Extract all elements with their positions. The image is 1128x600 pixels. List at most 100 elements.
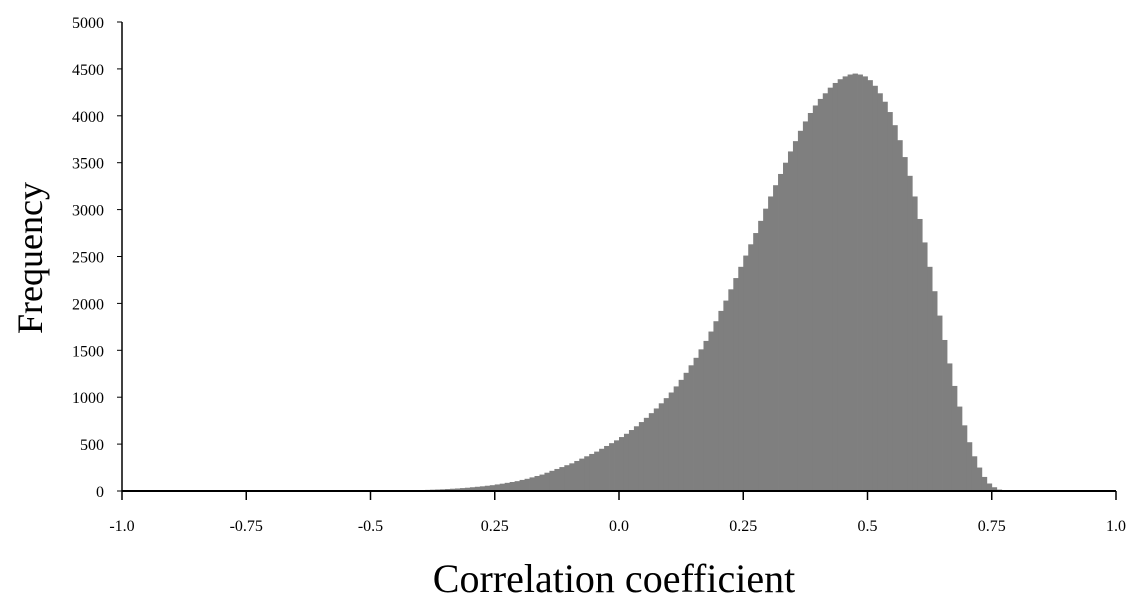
- histogram-bar: [783, 162, 789, 491]
- histogram-bar: [584, 456, 590, 491]
- y-tick-label: 3500: [72, 156, 104, 173]
- histogram-bar: [733, 278, 739, 491]
- histogram-bar: [802, 121, 809, 492]
- histogram-bar: [559, 467, 565, 491]
- histogram-bar: [718, 310, 724, 491]
- histogram-bar: [981, 476, 988, 491]
- histogram-bar: [758, 220, 764, 492]
- histogram-bar: [599, 448, 605, 491]
- histogram-bar: [942, 339, 948, 491]
- histogram-bar: [459, 488, 466, 491]
- histogram-bar: [534, 475, 540, 491]
- histogram-bar: [529, 477, 535, 491]
- y-tick-label: 1000: [72, 390, 104, 407]
- histogram-bar: [867, 80, 873, 491]
- histogram-bar: [991, 487, 998, 491]
- histogram-bar: [673, 386, 680, 491]
- histogram-bar: [912, 196, 918, 491]
- histogram-bar: [648, 413, 655, 491]
- histogram-bar: [748, 244, 754, 491]
- histogram-bar: [484, 485, 491, 491]
- histogram-bars: [370, 73, 1008, 492]
- histogram-bar: [494, 484, 501, 491]
- histogram-bar: [862, 76, 868, 492]
- histogram-bar: [499, 483, 506, 491]
- histogram-bar: [961, 425, 968, 491]
- histogram-bar: [539, 474, 545, 491]
- histogram-bar: [519, 479, 525, 491]
- y-tick-label: 3000: [72, 203, 104, 220]
- histogram-bar: [966, 442, 973, 491]
- x-tick-label: -0.75: [230, 518, 263, 535]
- histogram-bar: [509, 482, 516, 491]
- histogram-bar: [842, 76, 849, 492]
- histogram-bar: [812, 105, 819, 491]
- histogram-bar: [678, 379, 685, 491]
- y-tick-label: 1500: [72, 343, 104, 360]
- histogram-bar: [569, 463, 575, 491]
- y-tick-label: 2000: [72, 296, 104, 313]
- histogram-bar: [489, 485, 496, 491]
- histogram-bar: [693, 357, 699, 491]
- histogram-bar: [902, 157, 908, 491]
- histogram-bar: [703, 340, 709, 491]
- histogram-bar: [743, 255, 749, 491]
- histogram-bar: [956, 406, 963, 491]
- histogram-bar: [614, 440, 620, 491]
- histogram-bar: [837, 79, 844, 491]
- histogram-bar: [450, 488, 456, 491]
- y-tick-label: 2500: [72, 250, 104, 267]
- histogram-bar: [907, 175, 913, 491]
- histogram-bar: [847, 74, 853, 491]
- histogram-bar: [589, 453, 595, 491]
- histogram-bar: [773, 185, 779, 491]
- x-tick-label: -0.5: [358, 518, 383, 535]
- histogram-bar: [753, 233, 759, 492]
- histogram-bar: [628, 430, 635, 491]
- histogram-bar: [544, 472, 550, 491]
- histogram-bar: [474, 486, 481, 491]
- histogram-bar: [723, 300, 729, 491]
- y-axis-title: Frequency: [10, 182, 50, 334]
- y-axis: 0 500 1000 1500 2000 2500 3000 3500 4000 4500 5000: [72, 15, 123, 501]
- histogram-bar: [882, 101, 888, 491]
- histogram-bar: [623, 433, 630, 491]
- histogram-bar: [594, 451, 600, 491]
- histogram-bar: [564, 465, 570, 491]
- histogram-bar: [877, 93, 883, 491]
- histogram-bar: [708, 331, 714, 491]
- histogram-bar: [638, 422, 645, 491]
- histogram-bar: [454, 488, 461, 491]
- histogram-bar: [951, 385, 958, 491]
- histogram-bar: [887, 112, 893, 492]
- y-tick-label: 4000: [72, 109, 104, 126]
- x-tick-label: 0.75: [978, 518, 1006, 535]
- x-tick-label: 0.25: [729, 518, 757, 535]
- x-axis: -1.0 -0.75 -0.5 0.25 0.0 0.25 0.5 0.75 1.0: [109, 490, 1126, 535]
- histogram-bar: [658, 403, 665, 491]
- histogram-bar: [514, 481, 520, 491]
- histogram-bar: [822, 93, 829, 491]
- histogram-bar: [763, 208, 769, 491]
- histogram-bar: [524, 478, 530, 491]
- histogram-bar: [643, 417, 650, 491]
- histogram-bar: [574, 460, 580, 491]
- histogram-bar: [698, 349, 704, 491]
- histogram-bar: [728, 289, 734, 491]
- x-axis-title: Correlation coefficient: [433, 556, 795, 600]
- histogram-bar: [713, 321, 719, 491]
- histogram-bar: [976, 467, 983, 491]
- histogram-bar: [852, 73, 858, 491]
- y-tick-label: 4500: [72, 62, 104, 79]
- y-tick-label: 0: [96, 484, 104, 501]
- histogram-bar: [663, 398, 670, 491]
- histogram-bar: [609, 443, 615, 491]
- histogram-bar: [857, 74, 863, 491]
- histogram-bar: [947, 363, 953, 491]
- histogram-bar: [549, 470, 555, 491]
- histogram-bar: [892, 125, 898, 492]
- histogram-bar: [479, 486, 486, 491]
- histogram-bar: [668, 392, 675, 491]
- x-tick-label: 1.0: [1106, 518, 1126, 535]
